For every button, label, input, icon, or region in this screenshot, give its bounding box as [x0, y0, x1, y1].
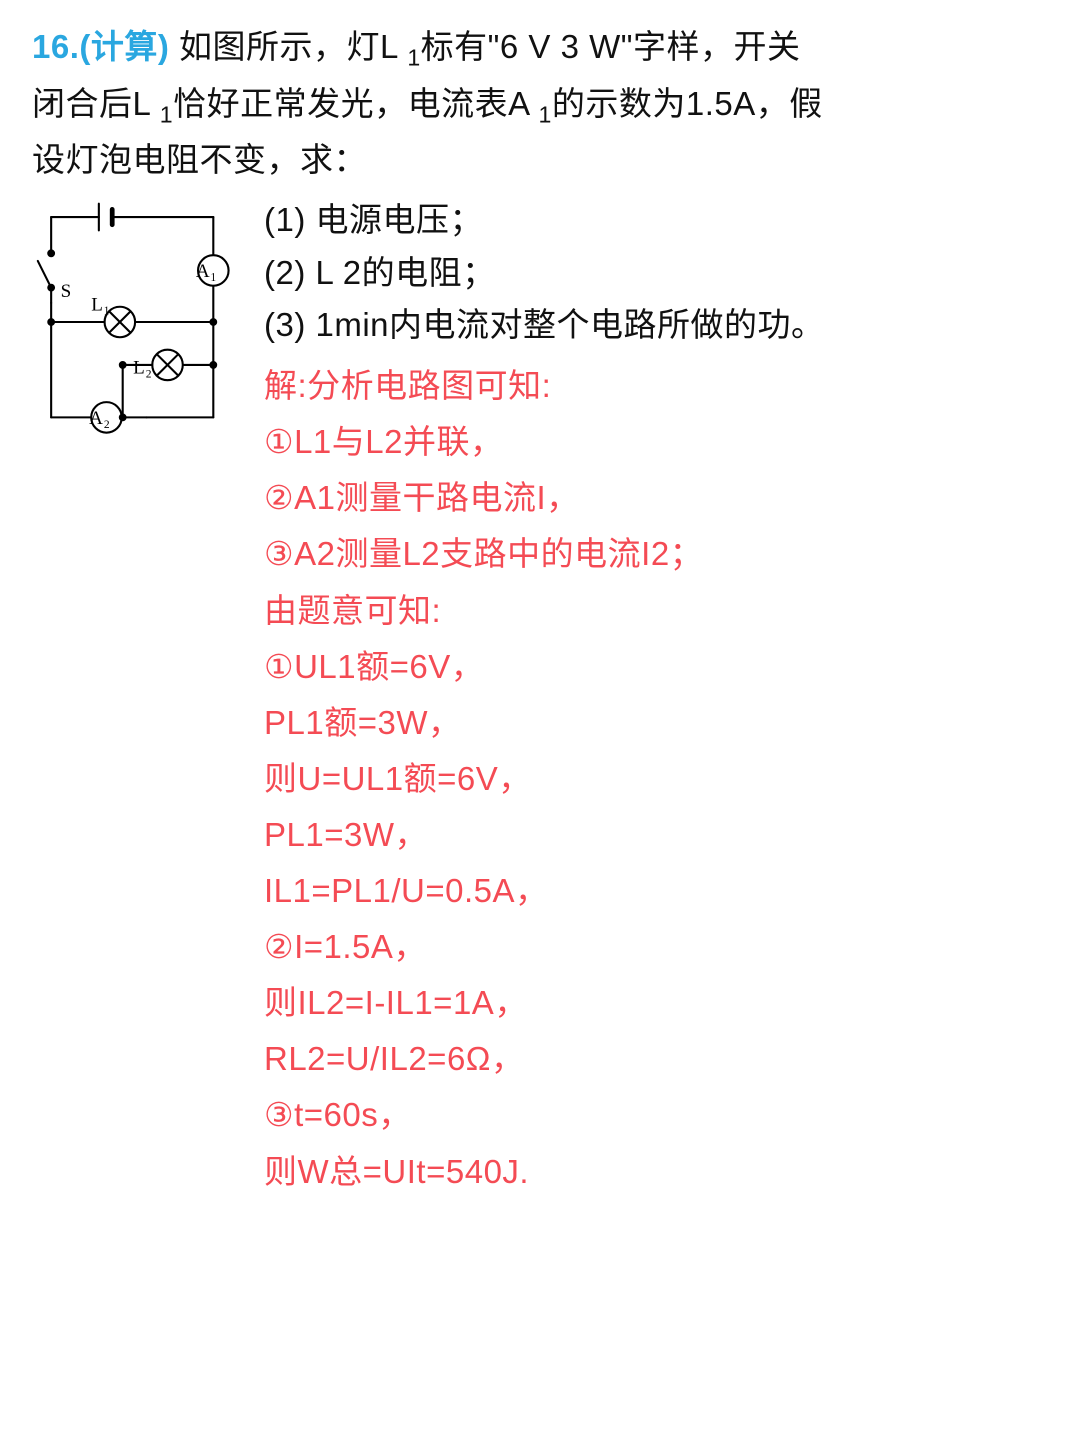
stem-text: 设灯泡电阻不变，求：	[32, 141, 367, 178]
solution-line: 则IL2=I-IL1=1A，	[264, 975, 1048, 1031]
body-row: S L₁ L₂ A₁ A₂ (1) 电源电压； (2) L 2的电阻； (3) …	[32, 194, 1048, 1200]
subquestion-1: (1) 电源电压；	[264, 194, 1048, 247]
stem-text: 恰好正常发光，电流表A	[173, 85, 538, 122]
page: 16.(计算) 如图所示，灯L 1标有"6 V 3 W"字样，开关 闭合后L 1…	[0, 0, 1080, 1440]
solution-line: 解:分析电路图可知:	[264, 358, 1048, 414]
circuit-diagram: S L₁ L₂ A₁ A₂	[32, 194, 252, 462]
stem-text: 标有"6 V 3 W"字样，开关	[421, 28, 801, 65]
solution-line: ①UL1额=6V，	[264, 639, 1048, 695]
problem-stem: 16.(计算) 如图所示，灯L 1标有"6 V 3 W"字样，开关 闭合后L 1…	[32, 20, 1048, 188]
subquestion-3: (3) 1min内电流对整个电路所做的功。	[264, 299, 1048, 352]
question-number: 16.(计算)	[32, 28, 169, 65]
solution-line: 则W总=UIt=540J.	[264, 1144, 1048, 1200]
label-A1: A₁	[196, 261, 217, 282]
solution-line: ③A2测量L2支路中的电流I2；	[264, 526, 1048, 582]
solution-line: IL1=PL1/U=0.5A，	[264, 863, 1048, 919]
solution-line: PL1=3W，	[264, 807, 1048, 863]
solution-line: 由题意可知:	[264, 583, 1048, 639]
stem-text: 如图所示，灯L	[169, 28, 407, 65]
subquestion-2: (2) L 2的电阻；	[264, 247, 1048, 300]
label-S: S	[61, 281, 72, 302]
solution-line: ②A1测量干路电流I，	[264, 470, 1048, 526]
label-L2: L₂	[133, 357, 152, 378]
solution-block: 解:分析电路图可知: ①L1与L2并联， ②A1测量干路电流I， ③A2测量L2…	[264, 358, 1048, 1199]
stem-sub2: 1	[160, 101, 173, 127]
solution-line: 则U=UL1额=6V，	[264, 751, 1048, 807]
stem-sub1: 1	[407, 45, 420, 71]
label-L1: L₁	[91, 294, 110, 315]
stem-text: 闭合后L	[32, 85, 160, 122]
solution-line: ②I=1.5A，	[264, 919, 1048, 975]
qa-column: (1) 电源电压； (2) L 2的电阻； (3) 1min内电流对整个电路所做…	[252, 194, 1048, 1200]
solution-line: ③t=60s，	[264, 1087, 1048, 1143]
solution-line: ①L1与L2并联，	[264, 414, 1048, 470]
stem-sub3: 1	[539, 101, 552, 127]
solution-line: PL1额=3W，	[264, 695, 1048, 751]
solution-line: RL2=U/IL2=6Ω，	[264, 1031, 1048, 1087]
stem-text: 的示数为1.5A，假	[552, 85, 823, 122]
label-A2: A₂	[89, 408, 110, 429]
